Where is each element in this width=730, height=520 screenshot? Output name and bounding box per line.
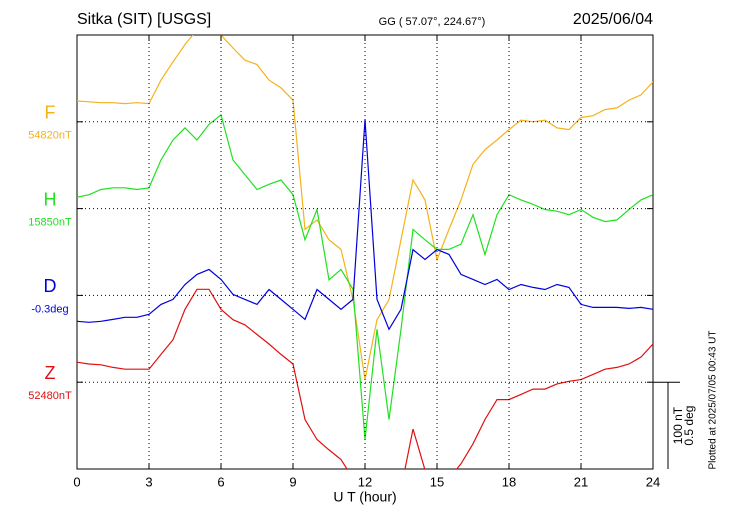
x-tick-label: 21 — [574, 474, 588, 489]
x-tick-label: 0 — [73, 474, 80, 489]
plotted-note: Plotted at 2025/07/05 00:43 UT — [708, 331, 719, 470]
series-name: D — [44, 276, 57, 296]
series-name: F — [45, 103, 56, 123]
series-name: H — [44, 189, 57, 209]
scale-label: 100 nT — [671, 406, 685, 444]
chart-title: Sitka (SIT) [USGS] — [77, 11, 211, 28]
scale-label: 0.5 deg — [682, 406, 696, 446]
x-tick-label: 12 — [358, 474, 372, 489]
x-axis-label: U T (hour) — [333, 489, 396, 505]
series-baseline: 52480nT — [28, 390, 72, 402]
x-tick-label: 18 — [502, 474, 516, 489]
series-baseline: 54820nT — [28, 130, 72, 142]
x-tick-label: 9 — [289, 474, 296, 489]
x-tick-label: 6 — [217, 474, 224, 489]
x-tick-label: 24 — [646, 474, 660, 489]
series-name: Z — [45, 363, 56, 383]
series-baseline: -0.3deg — [31, 303, 68, 315]
date: 2025/06/04 — [573, 11, 653, 28]
x-tick-label: 15 — [430, 474, 444, 489]
series-line — [77, 288, 653, 469]
x-tick-label: 3 — [145, 474, 152, 489]
series-baseline: 15850nT — [28, 217, 72, 229]
chart-subtitle: GG ( 57.07°, 224.67°) — [379, 16, 486, 28]
